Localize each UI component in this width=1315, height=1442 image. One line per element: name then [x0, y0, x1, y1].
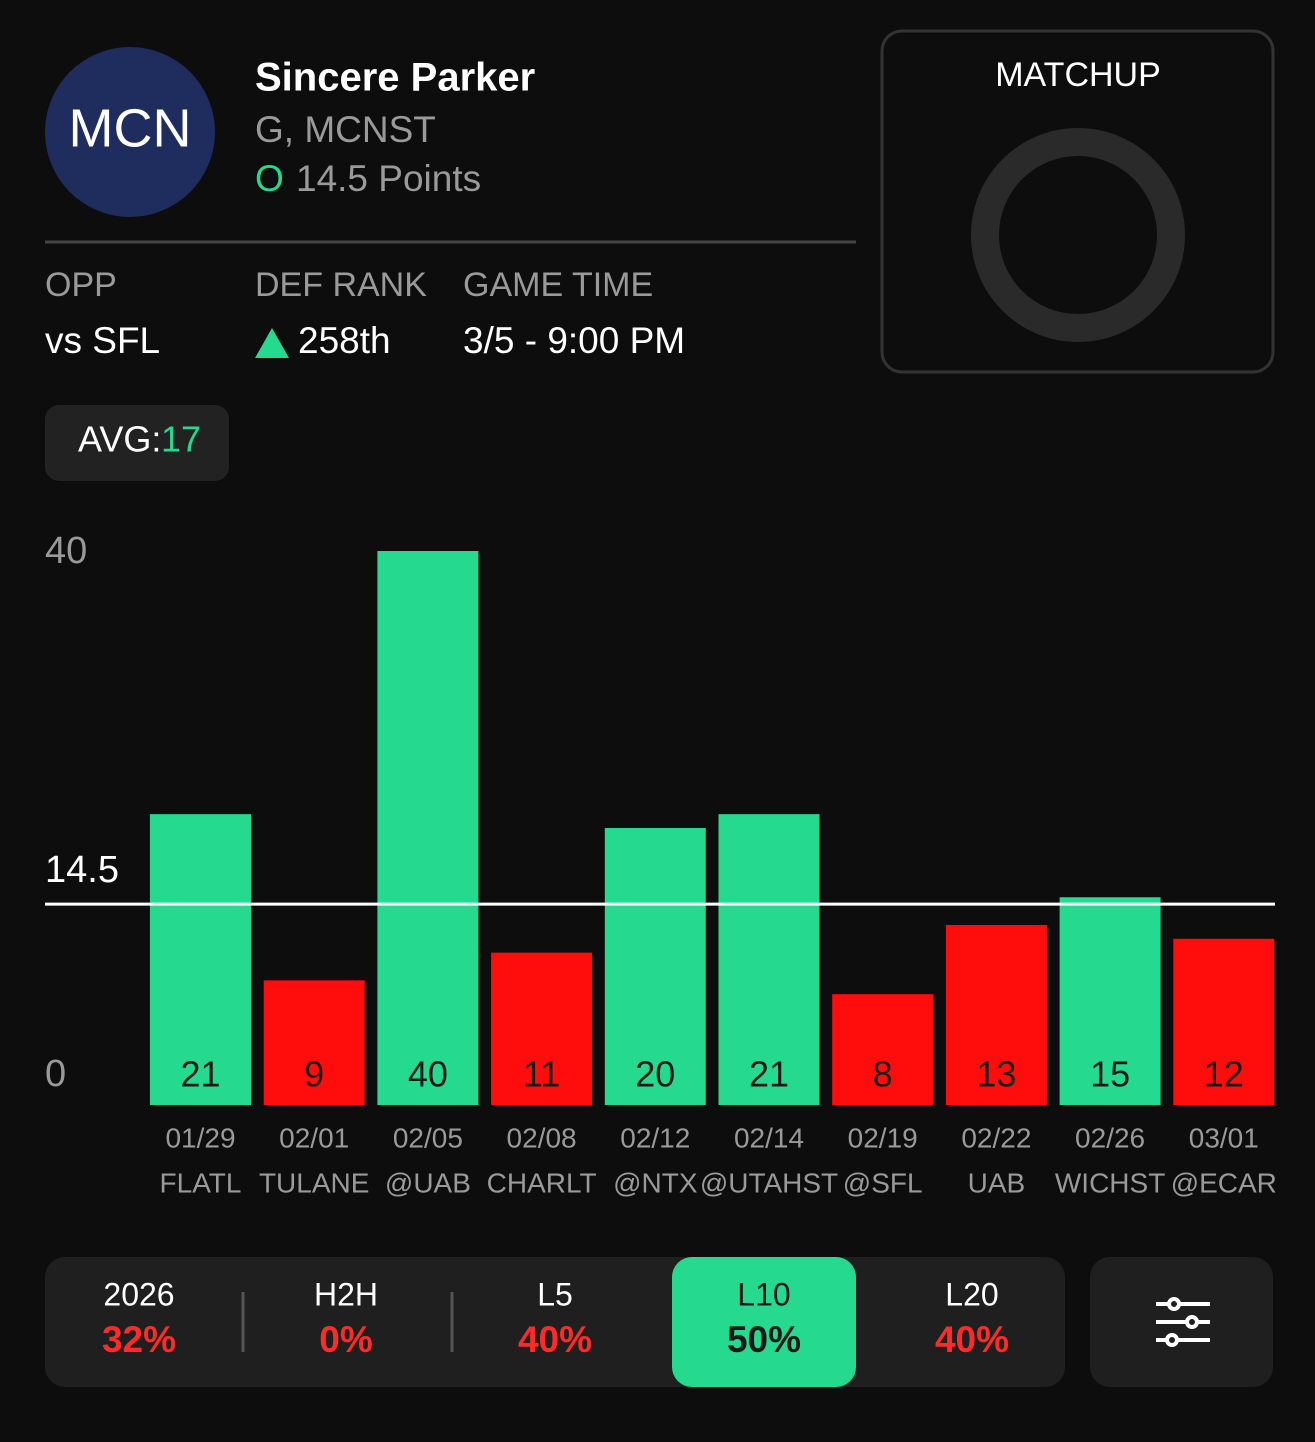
filter-label[interactable]: H2H [314, 1276, 378, 1312]
filter-label[interactable]: L20 [945, 1276, 998, 1312]
filter-value[interactable]: 50% [727, 1319, 801, 1360]
x-tick-label: 02/05 [393, 1122, 463, 1153]
prop-line: 14.5 Points [296, 158, 481, 199]
player-name: Sincere Parker [255, 56, 535, 100]
bar [718, 814, 820, 1105]
bar [832, 994, 934, 1105]
bar-value-label: 11 [523, 1054, 560, 1095]
player-position: G, MCNST [255, 109, 436, 150]
x-tick-label: 02/14 [734, 1122, 804, 1153]
opponent-label: TULANE [259, 1167, 369, 1198]
filters: 2026 32% H2H 0% L5 40% L10 50% L20 40% [102, 1257, 1009, 1387]
info-value: 3/5 - 9:00 PM [463, 320, 685, 361]
matchup-card[interactable] [880, 29, 1275, 374]
opponent-label: WICHST [1055, 1167, 1165, 1198]
filter-value[interactable]: 40% [518, 1319, 592, 1360]
filter-value[interactable]: 32% [102, 1319, 176, 1360]
bar [491, 952, 593, 1105]
avg-value: 17 [161, 419, 201, 460]
avg-badge [45, 405, 229, 481]
bar [150, 814, 251, 1105]
matchup-ring [971, 128, 1185, 342]
bar [1059, 897, 1161, 1105]
info-label: DEF RANK [255, 266, 427, 304]
filter-value[interactable]: 0% [319, 1319, 372, 1360]
team-logo-text: MCN [69, 98, 192, 158]
bar-value-label: 8 [873, 1054, 893, 1095]
info-value: vs SFL [45, 320, 160, 361]
info-value: 258th [298, 320, 391, 361]
filter-selected[interactable] [672, 1257, 856, 1387]
x-tick-label: 01/29 [165, 1122, 235, 1153]
filter-label[interactable]: 2026 [103, 1276, 174, 1312]
team-logo [45, 47, 215, 217]
chart: 0 40 21 01/29 FLATL 9 02/01 TULANE 40 02/05 @UAB 11… [45, 530, 1277, 1198]
bar-value-label: 13 [976, 1054, 1016, 1095]
info-row: OPP vs SFL DEF RANK 258th GAME TIME 3/5 - 9:0… [45, 266, 685, 361]
x-tick-label: 02/12 [620, 1122, 690, 1153]
opponent-label: CHARLT [487, 1167, 597, 1198]
opponent-label: @ECAR [1171, 1167, 1277, 1198]
filter-label[interactable]: L5 [537, 1276, 573, 1312]
threshold-label: 14.5 [45, 849, 119, 891]
info-label: GAME TIME [463, 266, 653, 304]
rank-up-icon [255, 328, 289, 358]
bar [263, 980, 365, 1105]
opponent-label: @SFL [843, 1167, 923, 1198]
bar [1173, 938, 1275, 1105]
bar [377, 551, 479, 1105]
bar-value-label: 15 [1090, 1054, 1130, 1095]
pick: O [255, 158, 284, 199]
bar-value-label: 12 [1204, 1054, 1244, 1095]
opponent-label: @UTAHST [700, 1167, 838, 1198]
x-tick-label: 02/22 [961, 1122, 1031, 1153]
settings-icon [1156, 1297, 1210, 1347]
bar [945, 924, 1047, 1105]
info-label: OPP [45, 266, 117, 304]
y-tick-label: 0 [45, 1053, 66, 1095]
avg-label: AVG: [78, 419, 161, 460]
bar-value-label: 21 [180, 1054, 220, 1095]
opponent-label: FLATL [160, 1167, 242, 1198]
y-tick-label: 40 [45, 530, 87, 572]
matchup-title: MATCHUP [995, 56, 1161, 94]
x-tick-label: 03/01 [1189, 1122, 1259, 1153]
opponent-label: @NTX [613, 1167, 698, 1198]
x-tick-label: 02/19 [848, 1122, 918, 1153]
filter-value[interactable]: 40% [935, 1319, 1009, 1360]
opponent-label: @UAB [385, 1167, 471, 1198]
bar-value-label: 21 [749, 1054, 789, 1095]
x-tick-label: 02/08 [507, 1122, 577, 1153]
bar-value-label: 9 [304, 1054, 324, 1095]
x-tick-label: 02/26 [1075, 1122, 1145, 1153]
bar [604, 828, 706, 1105]
bar-value-label: 40 [408, 1054, 448, 1095]
bar-value-label: 20 [635, 1054, 675, 1095]
x-tick-label: 02/01 [279, 1122, 349, 1153]
opponent-label: UAB [968, 1167, 1026, 1198]
filter-label[interactable]: L10 [737, 1276, 790, 1312]
